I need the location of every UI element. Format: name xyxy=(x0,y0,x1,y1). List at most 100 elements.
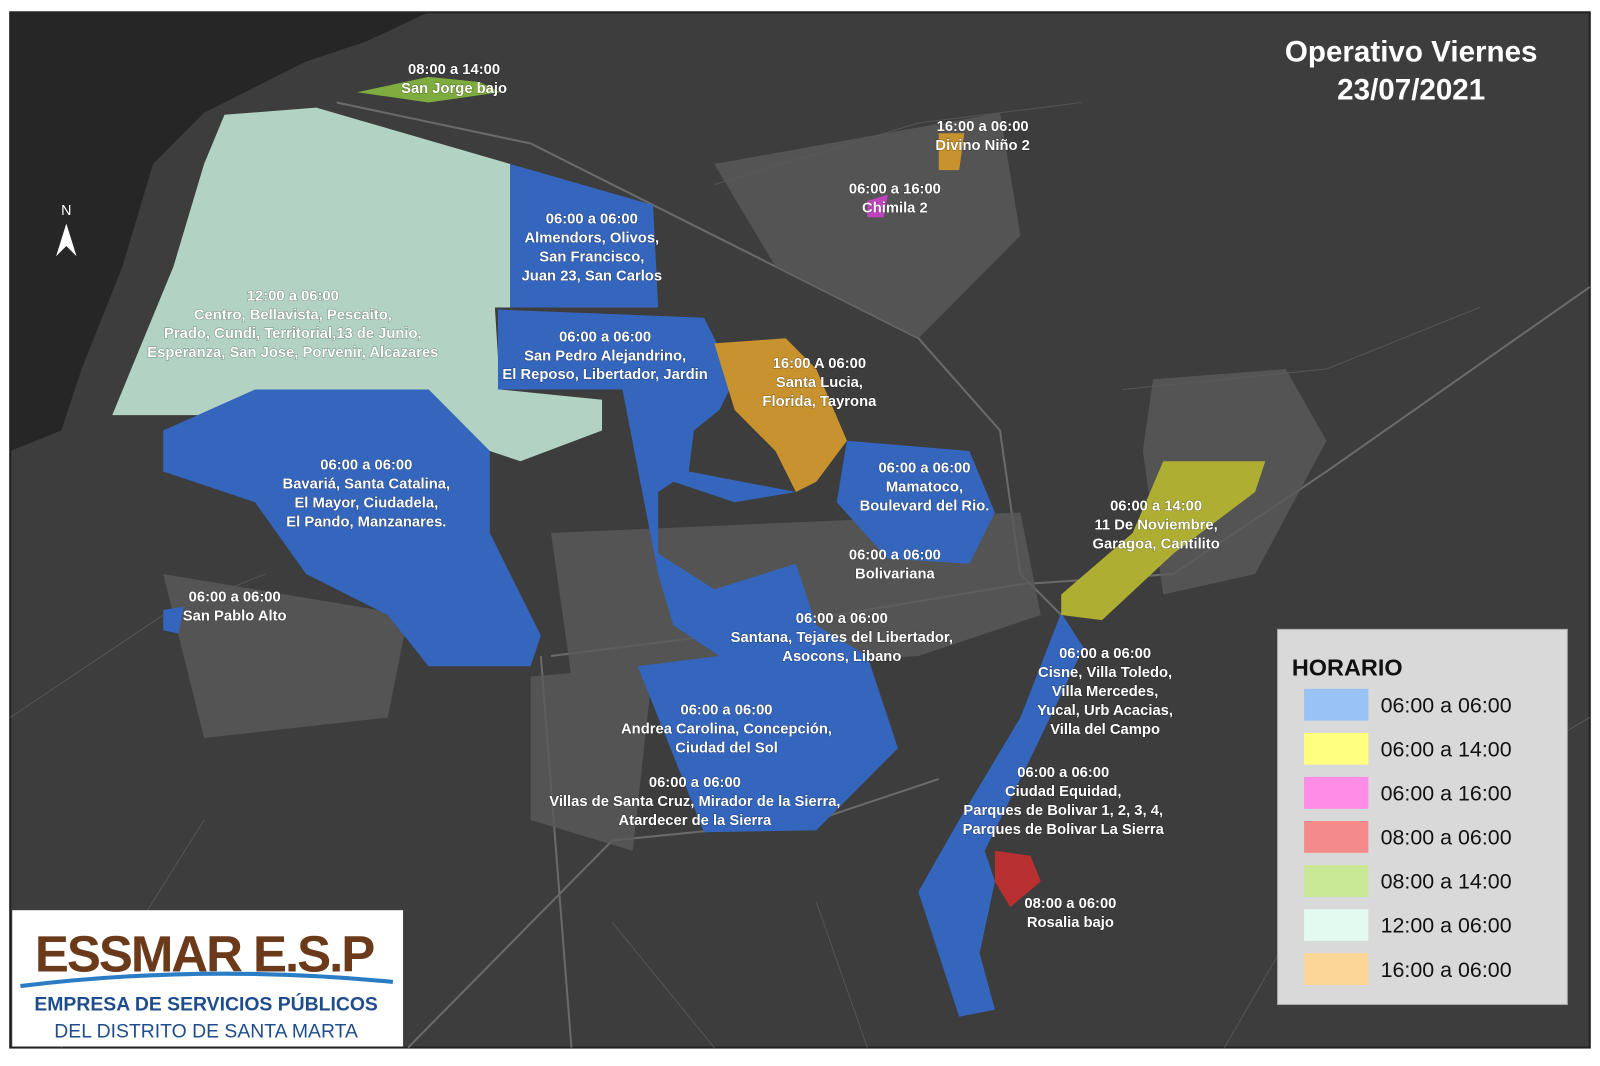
legend-swatch xyxy=(1304,688,1369,721)
sea xyxy=(10,12,429,452)
zone-label: 06:00 a 06:00 San Pablo Alto xyxy=(182,589,287,625)
zone-name: Almendors, Olivos, xyxy=(524,230,659,246)
zone-label: 06:00 a 06:00 Villas de Santa Cruz, Mirad… xyxy=(549,775,841,830)
zone-name: Garagoa, Cantilito xyxy=(1092,536,1219,552)
logo-line: DEL DISTRITO DE SANTA MARTA xyxy=(54,1020,358,1042)
zone-label: 16:00 a 06:00 Divino Niño 2 xyxy=(935,119,1030,155)
legend-swatch xyxy=(1304,909,1369,941)
zone-time: 06:00 a 06:00 xyxy=(559,329,651,345)
zone-area xyxy=(918,612,1084,1017)
legend-label: 12:00 a 06:00 xyxy=(1381,914,1512,938)
legend: HORARIO 06:00 a 06:00 06:00 a 14:00 06:00 … xyxy=(1277,628,1568,1006)
zone-time: 06:00 a 06:00 xyxy=(189,590,281,606)
zone-area xyxy=(714,338,847,492)
zone-name: 11 De Noviembre, xyxy=(1095,517,1218,533)
legend-swatch xyxy=(1304,865,1369,897)
zone-area xyxy=(938,133,965,171)
zone-time: 16:00 A 06:00 xyxy=(773,356,866,372)
zone-name: Mamatoco, xyxy=(886,479,963,495)
zone-time: 08:00 a 14:00 xyxy=(408,62,500,78)
zone-time: 06:00 a 06:00 xyxy=(796,611,888,627)
zone-label: 06:00 a 06:00 Bavariá, Santa Catalina, El … xyxy=(282,457,451,531)
north-arrow-icon xyxy=(56,223,77,257)
legend-box xyxy=(1277,628,1568,1006)
zone-name: Ciudad del Sol xyxy=(675,740,778,756)
legend-label: 16:00 a 06:00 xyxy=(1381,958,1512,982)
zone-label: 08:00 a 14:00 San Jorge bajo xyxy=(401,61,508,97)
zone-time: 12:00 a 06:00 xyxy=(247,288,339,304)
zone-area xyxy=(994,850,1041,908)
zone-area xyxy=(497,309,898,833)
zone-name: Asocons, Libano xyxy=(782,649,901,665)
zone-name: Centro, Bellavista, Pescaito, xyxy=(194,307,392,323)
zone-name: El Pando, Manzanares. xyxy=(286,514,446,530)
zone-label: 06:00 a 06:00 Bolivariana xyxy=(848,547,941,583)
zone-time: 06:00 a 06:00 xyxy=(649,775,741,791)
zone-area xyxy=(357,76,500,103)
zone-label: 06:00 a 06:00 Almendors, Olivos, San Franc… xyxy=(521,211,662,285)
zone-name: San Francisco, xyxy=(539,249,644,265)
north-arrow: N xyxy=(56,203,77,257)
zone-label: 16:00 A 06:00 Santa Lucia, Florida, Tayron… xyxy=(762,355,878,410)
legend-label: 06:00 a 06:00 xyxy=(1381,693,1512,717)
zone-area xyxy=(163,389,541,667)
logo-line: EMPRESA DE SERVICIOS PÚBLICOS xyxy=(34,992,378,1016)
zone-time: 06:00 a 14:00 xyxy=(1110,498,1202,514)
zone-area xyxy=(510,164,659,308)
zone-name: Parques de Bolivar La Sierra xyxy=(963,822,1165,838)
title: 23/07/2021 xyxy=(1337,73,1485,106)
zone-name: Villa del Campo xyxy=(1050,722,1160,738)
urban-area xyxy=(530,666,654,851)
zone-name: Chimila 2 xyxy=(862,201,928,217)
zone-name: Villa Mercedes, xyxy=(1052,684,1159,700)
legend-swatch xyxy=(1304,776,1369,809)
zone-label: 06:00 a 16:00 Chimila 2 xyxy=(848,181,941,217)
urban-area xyxy=(163,574,409,738)
zones xyxy=(112,76,1266,1017)
legend-swatch xyxy=(1304,732,1369,765)
legend-label: 08:00 a 14:00 xyxy=(1381,870,1512,894)
zone-name: Yucal, Urb Acacias, xyxy=(1037,703,1173,719)
zone-area xyxy=(163,606,184,634)
zone-area xyxy=(867,194,888,218)
zone-label: 08:00 a 06:00 Rosalia bajo xyxy=(1024,896,1117,932)
zone-area xyxy=(112,107,603,462)
zone-name: Santana, Tejares del Libertador, xyxy=(731,630,953,646)
zone-name: Parques de Bolivar 1, 2, 3, 4, xyxy=(963,803,1163,819)
zone-time: 06:00 a 06:00 xyxy=(681,702,773,718)
zone-name: Prado, Cundi, Territorial,13 de Junio, xyxy=(164,326,422,342)
zone-name: Ciudad Equidad, xyxy=(1005,784,1122,800)
zone-labels: 08:00 a 14:00 San Jorge bajo 16:00 a 06:00… xyxy=(147,61,1220,932)
zone-name: San Pablo Alto xyxy=(183,609,287,625)
north-label: N xyxy=(61,203,71,219)
zone-name: Florida, Tayrona xyxy=(762,394,877,410)
zone-name: Esperanza, San Jose, Porvenir, Alcazares xyxy=(147,345,438,361)
zone-name: El Mayor, Ciudadela, xyxy=(294,495,438,511)
zone-name: El Reposo, Libertador, Jardin xyxy=(502,367,707,383)
zone-label: 12:00 a 06:00 Centro, Bellavista, Pescait… xyxy=(147,288,439,362)
zone-name: Bavariá, Santa Catalina, xyxy=(283,476,451,492)
zone-name: Atardecer de la Sierra xyxy=(618,813,772,829)
zone-time: 06:00 a 06:00 xyxy=(320,457,412,473)
legend-swatch xyxy=(1304,821,1369,853)
zone-time: 06:00 a 06:00 xyxy=(1059,646,1151,662)
zone-label: 06:00 a 14:00 11 De Noviembre, Garagoa, Ca… xyxy=(1092,498,1220,553)
zone-time: 06:00 a 06:00 xyxy=(1017,765,1109,781)
zone-name: Divino Niño 2 xyxy=(935,138,1029,154)
zone-label: 06:00 a 06:00 Ciudad Equidad, Parques de B… xyxy=(962,764,1165,838)
zone-name: Villas de Santa Cruz, Mirador de la Sier… xyxy=(549,794,840,810)
legend-label: 06:00 a 14:00 xyxy=(1381,737,1512,761)
zone-area xyxy=(1061,461,1266,621)
legend-label: 06:00 a 16:00 xyxy=(1381,781,1512,805)
zone-time: 06:00 a 16:00 xyxy=(849,182,941,198)
zone-name: San Pedro Alejandrino, xyxy=(524,348,686,364)
zone-label: 06:00 a 06:00 Mamatoco, Boulevard del Rio. xyxy=(859,460,990,515)
zone-name: Andrea Carolina, Concepción, xyxy=(621,721,832,737)
zone-name: Bolivariana xyxy=(855,567,935,583)
zone-time: 08:00 a 06:00 xyxy=(1024,896,1116,912)
zone-name: Santa Lucia, xyxy=(776,375,863,391)
zone-time: 16:00 a 06:00 xyxy=(937,119,1029,135)
zone-time: 06:00 a 06:00 xyxy=(546,211,638,227)
